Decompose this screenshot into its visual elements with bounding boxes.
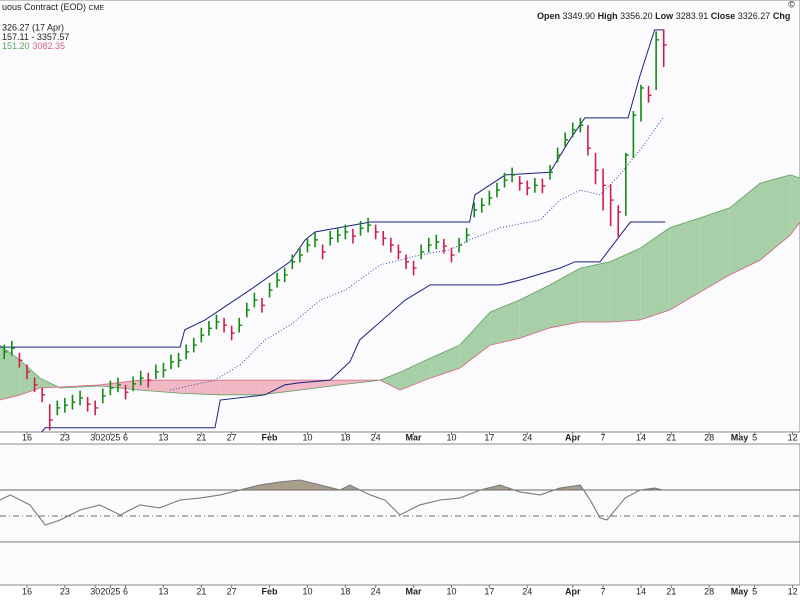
cloud-segment xyxy=(180,380,221,395)
quote-label: Low xyxy=(655,11,674,21)
price-panel xyxy=(0,0,800,433)
x-tick-label: 10 xyxy=(302,432,312,442)
exchange: CME xyxy=(89,5,105,12)
x-tick-label: 27 xyxy=(227,432,237,442)
x-tick-label: 24 xyxy=(371,586,381,596)
cloud-segment xyxy=(430,345,460,379)
cloud-segment xyxy=(220,380,260,395)
x-tick-label: 30 xyxy=(90,432,100,442)
cloud-segment xyxy=(490,300,520,346)
x-tick-label: 13 xyxy=(158,586,168,596)
cloud-segment xyxy=(729,183,760,275)
cloud-segment xyxy=(609,248,641,323)
quote-value: 3349.90 xyxy=(563,11,596,21)
quote-label: Open xyxy=(537,11,560,21)
x-tick-label: 13 xyxy=(158,432,168,442)
x-tick-label: 16 xyxy=(22,432,32,442)
x-tick-label: 28 xyxy=(704,432,714,442)
channel-lower xyxy=(41,221,666,432)
x-tick-label: 10 xyxy=(446,432,456,442)
x-tick-label: 28 xyxy=(704,586,714,596)
x-tick-label: 23 xyxy=(60,586,70,596)
cloud-segment xyxy=(550,268,581,328)
copyright: © xyxy=(788,0,795,9)
cloud-segment xyxy=(380,372,400,391)
x-tick-label: 6 xyxy=(123,586,128,596)
x-tick-label: 24 xyxy=(522,432,532,442)
channel-mid xyxy=(170,117,664,391)
cloud-legend-value: 151.20 xyxy=(2,41,30,51)
x-tick-label: 18 xyxy=(340,432,350,442)
quote-label: Chg xyxy=(773,11,791,21)
x-tick-label: 27 xyxy=(227,586,237,596)
cloud-segment xyxy=(519,284,551,339)
x-tick-label: 2025 xyxy=(100,432,120,442)
legend-entry: 157.11 - 3357.57 xyxy=(2,32,69,42)
x-tick-label: 21 xyxy=(666,432,676,442)
quote-value: 3326.27 xyxy=(738,11,771,21)
x-tick-label: 21 xyxy=(196,586,206,596)
oscillator-layer xyxy=(0,479,800,543)
x-tick-label: 10 xyxy=(446,586,456,596)
x-tick-label: 24 xyxy=(522,586,532,596)
quote-label: High xyxy=(598,11,618,21)
x-tick-label: 23 xyxy=(60,432,70,442)
x-tick-label: Feb xyxy=(262,586,279,596)
x-tick-label: 14 xyxy=(636,432,646,442)
x-tick-label: 12 xyxy=(788,586,798,596)
cloud-segment xyxy=(139,380,181,394)
cloud-segment xyxy=(700,207,730,293)
x-tick-label: May xyxy=(731,586,749,596)
x-tick-label: 5 xyxy=(752,432,757,442)
x-tick-label: 7 xyxy=(601,586,606,596)
quote-value: 3283.91 xyxy=(676,11,709,21)
x-tick-label: 30 xyxy=(90,586,100,596)
x-tick-label: 14 xyxy=(636,586,646,596)
overlay-layer xyxy=(0,29,666,432)
x-tick-label: 12 xyxy=(788,432,798,442)
quote-value: 3356.20 xyxy=(620,11,653,21)
x-tick-label: 17 xyxy=(484,432,494,442)
x-tick-label: May xyxy=(731,432,749,442)
x-tick-label: Apr xyxy=(565,432,581,442)
x-tick-label: 18 xyxy=(340,586,350,596)
x-tick-label: Mar xyxy=(406,432,423,442)
oscillator-line xyxy=(0,479,664,526)
cloud-segment xyxy=(759,174,791,261)
cloud-edge xyxy=(0,221,800,401)
x-tick-label: 5 xyxy=(752,586,757,596)
x-tick-label: 10 xyxy=(302,586,312,596)
header-title: uous Contract (EOD) CME xyxy=(2,2,104,12)
channel-upper xyxy=(0,29,663,348)
cloud-segment xyxy=(790,174,800,236)
x-tick-label: 21 xyxy=(196,432,206,442)
x-tick-label: 2025 xyxy=(100,586,120,596)
cloud-segment xyxy=(669,217,701,310)
cloud-segment xyxy=(399,358,431,391)
cloud-layer xyxy=(0,174,800,401)
x-tick-label: Mar xyxy=(406,586,423,596)
bar-layer xyxy=(3,29,667,431)
quote-label: Close xyxy=(711,11,736,21)
cloud-segment xyxy=(580,261,610,323)
cloud-segment xyxy=(640,227,670,320)
x-tick-label: 16 xyxy=(22,586,32,596)
x-tick-label: 17 xyxy=(484,586,494,596)
instrument: uous Contract (EOD) xyxy=(2,2,86,12)
x-tick-label: Apr xyxy=(565,586,581,596)
x-tick-label: 6 xyxy=(123,432,128,442)
cloud-legend-value: 3082.35 xyxy=(33,41,66,51)
x-tick-label: 21 xyxy=(666,586,676,596)
quote-line: Open 3349.90 High 3356.20 Low 3283.91 Cl… xyxy=(537,11,790,21)
cloud-segment xyxy=(299,380,341,391)
cloud-segment xyxy=(459,312,491,369)
x-tick-label: 24 xyxy=(371,432,381,442)
x-tick-label: 7 xyxy=(601,432,606,442)
legend-entry: 326.27 (17 Apr) xyxy=(2,22,64,32)
x-tick-label: Feb xyxy=(262,432,279,442)
cloud-legend: 151.20 3082.35 xyxy=(2,41,65,51)
